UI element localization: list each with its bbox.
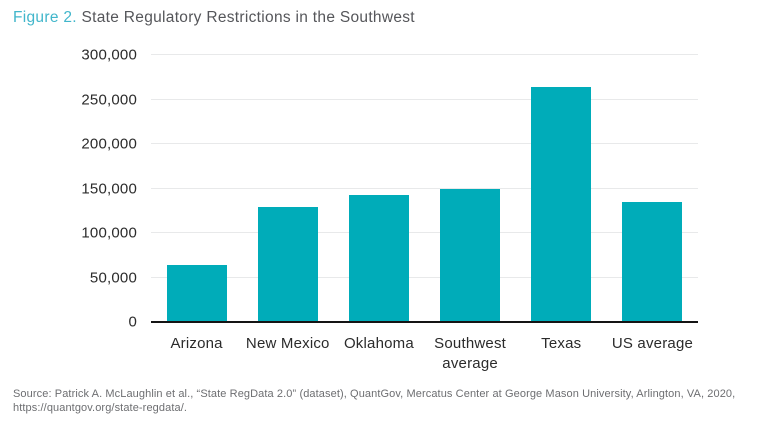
bar-band-oklahoma	[333, 55, 424, 322]
gridline-200000	[151, 143, 698, 144]
gridline-300000	[151, 54, 698, 55]
y-tick-label-100000: 100,000	[81, 224, 137, 242]
bar-arizona	[166, 265, 227, 322]
bar-new-mexico	[257, 207, 318, 322]
figure-title-prefix: Figure 2.	[13, 9, 77, 26]
x-axis-line	[151, 321, 698, 323]
x-tick-label-new-mexico: New Mexico	[245, 335, 330, 352]
source-note-line1: Source: Patrick A. McLaughlin et al., “S…	[13, 388, 736, 400]
x-tick-label-oklahoma: Oklahoma	[343, 335, 414, 352]
figure-title-text: State Regulatory Restrictions in the Sou…	[76, 9, 415, 26]
y-tick-label-250000: 250,000	[81, 91, 137, 108]
bar-oklahoma	[348, 194, 409, 322]
y-tick-label-150000: 150,000	[81, 180, 137, 197]
bar-band-southwest-average	[425, 55, 516, 322]
x-tick-label-arizona: Arizona	[170, 335, 223, 352]
bar-texas	[531, 87, 592, 322]
x-tick-label-texas: Texas	[541, 335, 582, 352]
bars-row	[151, 55, 698, 322]
bar-southwest-average	[440, 188, 501, 322]
gridline-150000	[151, 187, 698, 189]
y-axis: 0 50,000 100,000 150,000 200,000 250,000 300,0…	[0, 47, 137, 331]
plot-area	[151, 54, 698, 323]
figure-title: Figure 2. State Regulatory Restrictions …	[13, 9, 415, 27]
y-tick-label-300000: 300,000	[81, 46, 137, 64]
x-tick-label-southwest-average: Southwest average	[434, 335, 507, 372]
source-note-line2: https://quantgov.org/state-regdata/.	[13, 402, 188, 415]
y-tick-label-0: 0	[128, 313, 137, 331]
bar-band-us-average	[607, 55, 698, 322]
bar-us-average	[622, 201, 683, 322]
y-tick-label-200000: 200,000	[81, 135, 137, 153]
gridline-250000	[151, 98, 698, 100]
x-axis-labels: Arizona New Mexico Oklahoma Southwest avera…	[151, 334, 698, 373]
y-tick-label-50000: 50,000	[89, 269, 137, 286]
source-note: Source: Patrick A. McLaughlin et al., “S…	[13, 387, 735, 416]
bar-band-texas	[516, 55, 607, 322]
bar-band-new-mexico	[242, 55, 333, 322]
gridline-50000	[151, 276, 698, 278]
gridline-100000	[151, 232, 698, 233]
bar-band-arizona	[151, 55, 242, 322]
x-tick-label-us-average: US average	[611, 335, 694, 352]
